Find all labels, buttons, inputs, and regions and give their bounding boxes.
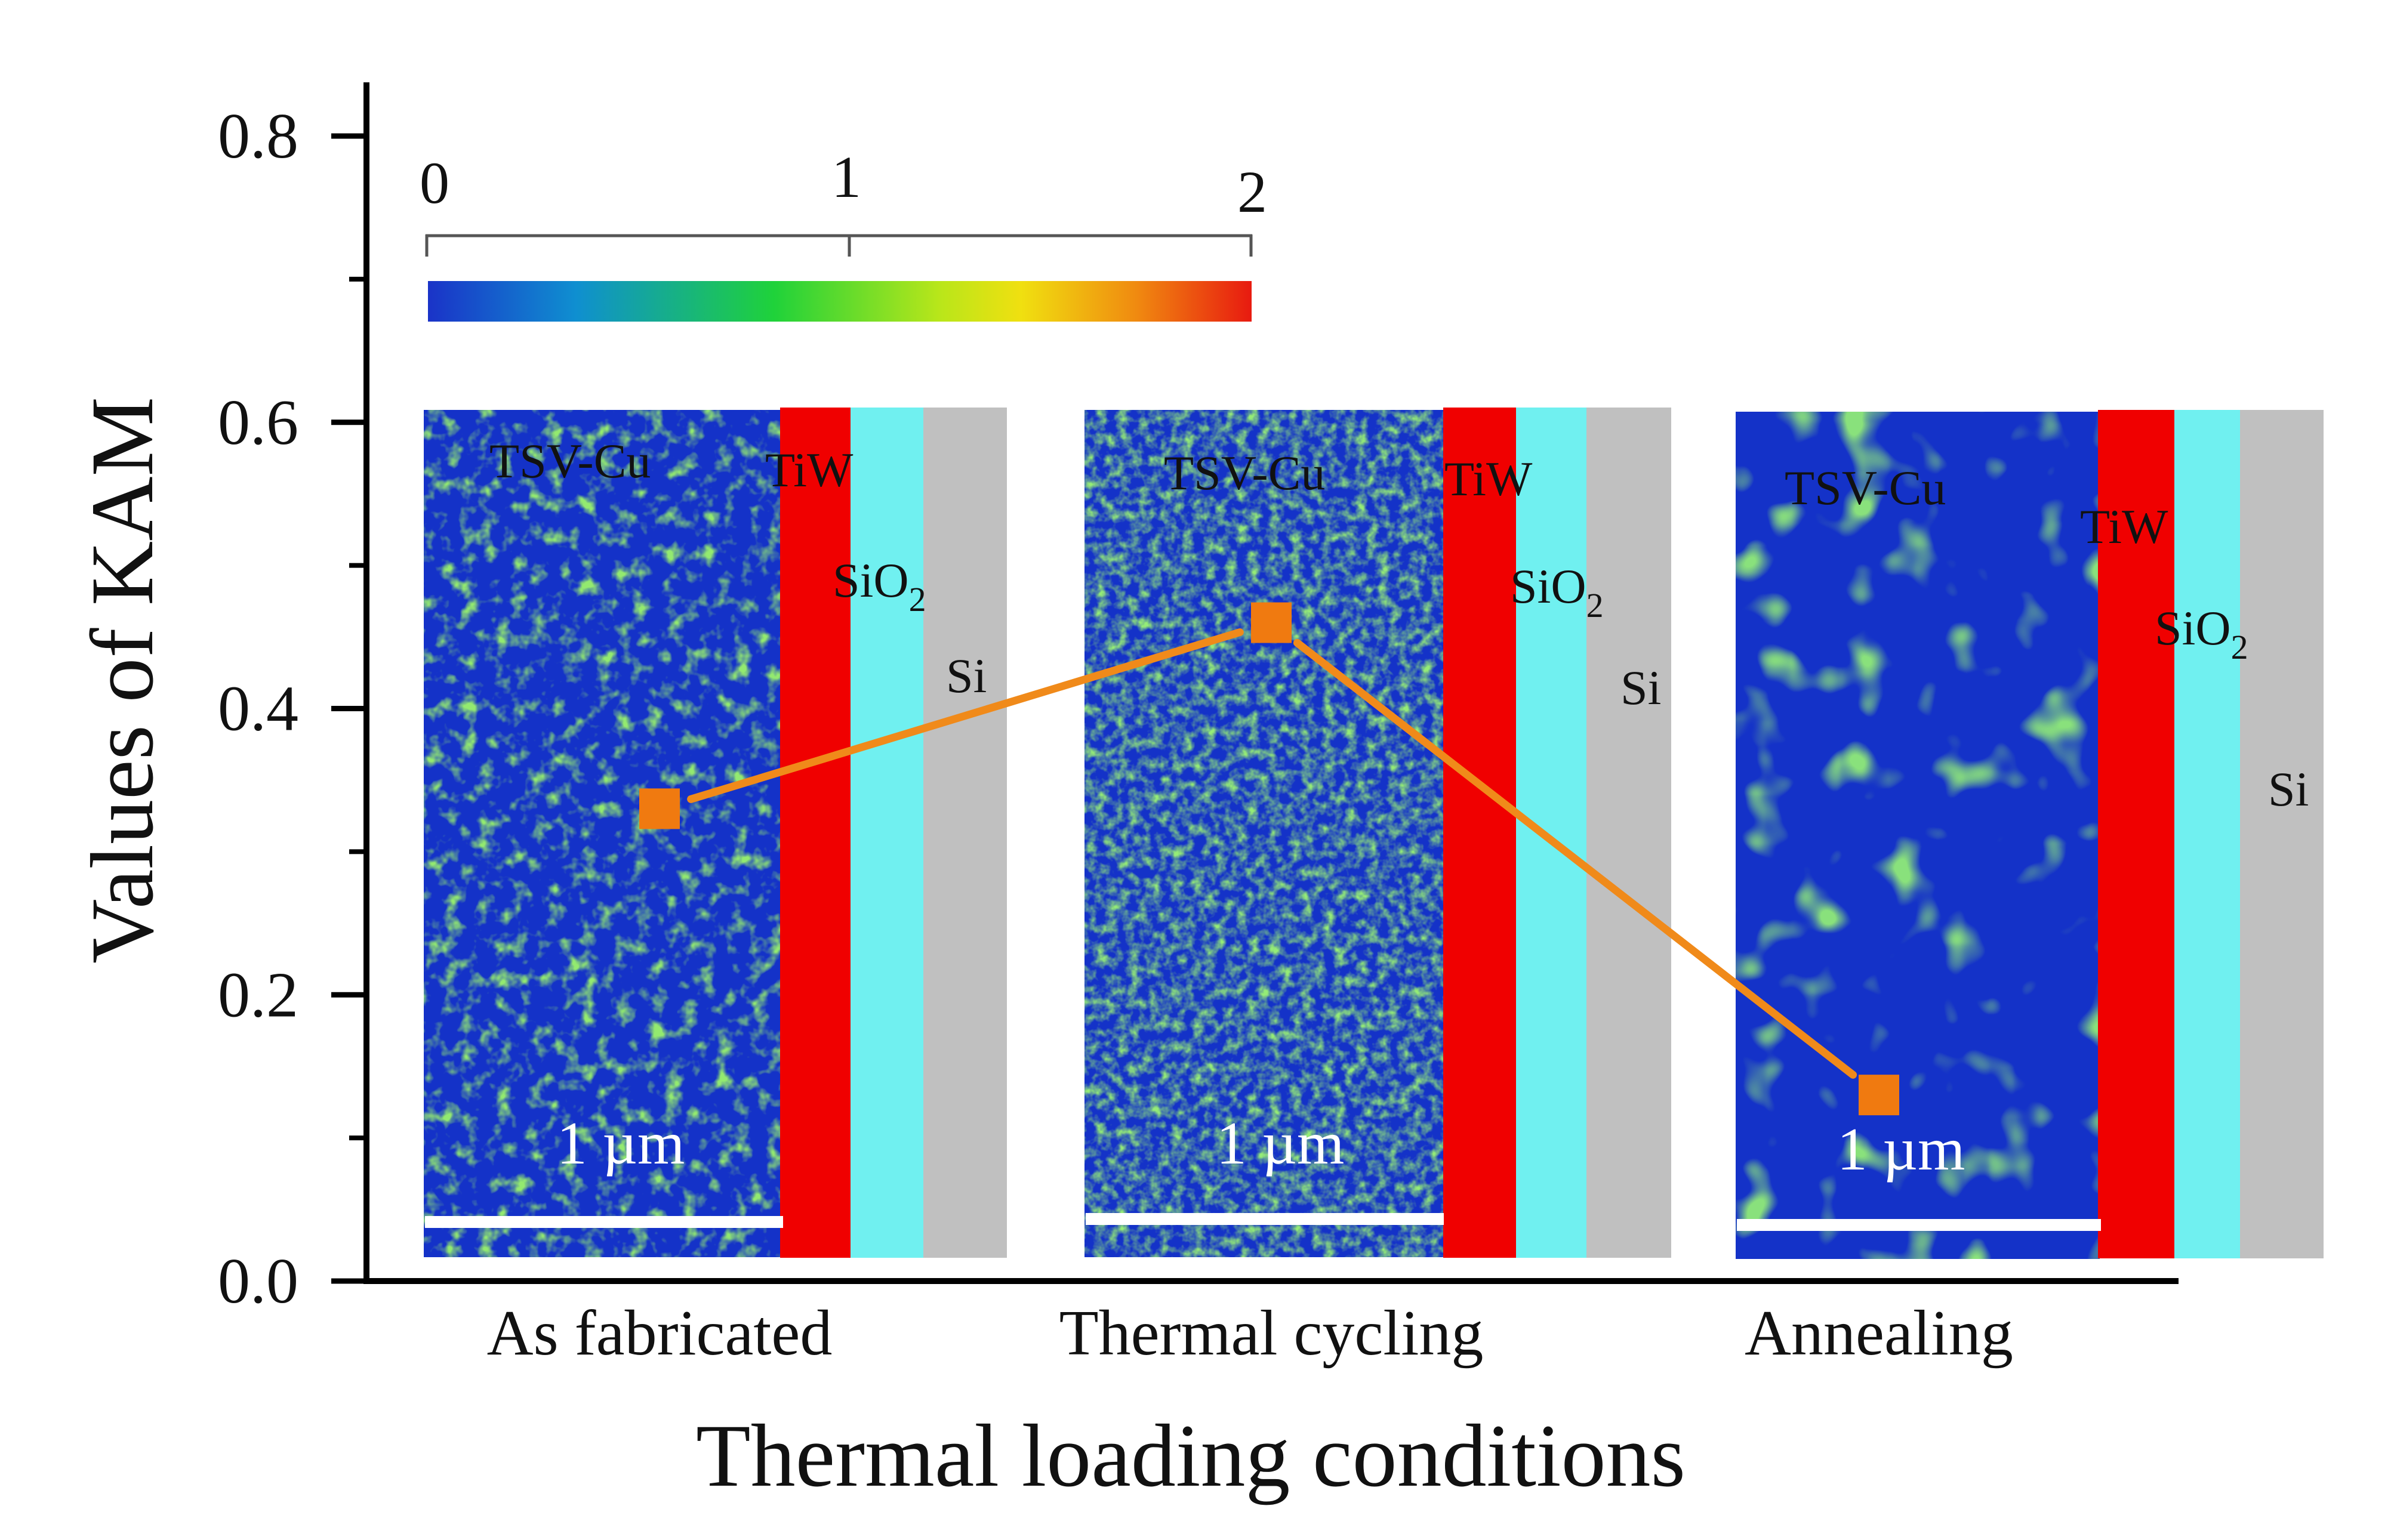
- colorbar-mid-label: 1: [831, 144, 861, 210]
- label-si: Si: [1620, 661, 1661, 715]
- y-tick-label: 0.0: [218, 1246, 298, 1317]
- y-ticks: 0.0 0.2 0.4 0.6 0.8: [218, 101, 366, 1317]
- tiw-layer: [780, 408, 851, 1258]
- series-segment: [687, 628, 1244, 803]
- label-tsv-cu: TSV-Cu: [489, 434, 651, 488]
- x-axis-title: Thermal loading conditions: [696, 1406, 1686, 1505]
- sio2-layer: [2174, 410, 2240, 1258]
- scale-bar: [1737, 1219, 2101, 1231]
- tiw-layer: [2098, 410, 2174, 1258]
- sio2-layer: [851, 408, 923, 1258]
- label-sio2: SiO2: [1510, 559, 1604, 625]
- scale-bar-label: 1 µm: [557, 1110, 685, 1177]
- x-category-labels: As fabricated Thermal cycling Annealing: [487, 1298, 2013, 1369]
- label-si: Si: [946, 649, 987, 703]
- label-tiw: TiW: [1444, 452, 1533, 506]
- micrograph-annealing: TSV-Cu TiW SiO2 Si 1 µm: [1736, 410, 2324, 1259]
- colorbar-gradient: [428, 281, 1252, 322]
- colorbar: 0 1 2: [420, 144, 1267, 322]
- label-sio2: SiO2: [833, 553, 926, 619]
- scale-bar: [425, 1216, 783, 1228]
- label-si: Si: [2268, 762, 2309, 816]
- scale-bar-label: 1 µm: [1837, 1116, 1965, 1183]
- si-layer: [1586, 408, 1671, 1258]
- cu-map-texture: [1084, 410, 1446, 1257]
- si-layer: [2240, 410, 2324, 1258]
- scale-bar-label: 1 µm: [1216, 1110, 1345, 1177]
- cu-map-texture: [1736, 412, 2100, 1259]
- axes: 0.0 0.2 0.4 0.6 0.8: [218, 82, 2179, 1317]
- label-tsv-cu: TSV-Cu: [1164, 446, 1325, 500]
- sio2-layer: [1516, 408, 1586, 1258]
- series-segment: [1293, 638, 1857, 1079]
- colorbar-min-label: 0: [420, 150, 449, 216]
- y-tick-label: 0.2: [218, 959, 298, 1030]
- label-tiw: TiW: [765, 443, 854, 497]
- data-point-marker: [1859, 1075, 1899, 1116]
- y-tick-label: 0.4: [218, 674, 298, 745]
- x-category-label: As fabricated: [487, 1298, 833, 1369]
- data-point-marker: [639, 788, 680, 829]
- kam-series: [639, 602, 1899, 1116]
- micrograph-as-fabricated: TSV-Cu TiW SiO2 Si 1 µm: [424, 408, 1007, 1258]
- label-tiw: TiW: [2080, 499, 2168, 554]
- data-point-marker: [1251, 602, 1292, 643]
- label-tsv-cu: TSV-Cu: [1785, 461, 1946, 515]
- y-tick-label: 0.8: [218, 101, 298, 172]
- colorbar-max-label: 2: [1237, 159, 1267, 225]
- tiw-layer: [1443, 408, 1516, 1258]
- scale-bar: [1086, 1213, 1444, 1225]
- cu-map-texture: [424, 410, 782, 1257]
- micrograph-thermal-cycling: TSV-Cu TiW SiO2 Si 1 µm: [1084, 408, 1671, 1258]
- label-sio2: SiO2: [2155, 601, 2248, 666]
- x-category-label: Annealing: [1745, 1298, 2013, 1369]
- x-category-label: Thermal cycling: [1059, 1298, 1484, 1369]
- y-axis-title: Values of KAM: [73, 397, 172, 964]
- y-tick-label: 0.6: [218, 387, 298, 458]
- si-layer: [923, 408, 1007, 1258]
